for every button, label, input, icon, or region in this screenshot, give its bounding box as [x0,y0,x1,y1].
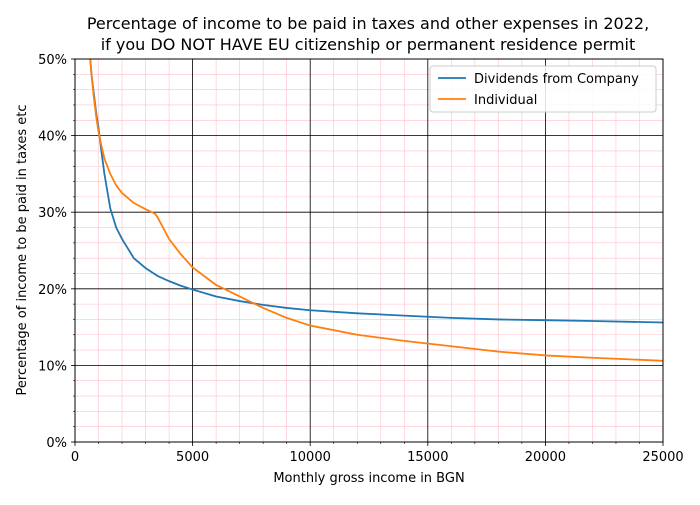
legend-label-dividends: Dividends from Company [474,72,639,87]
axis-ticks: 0 5000 10000 15000 20000 25000 0% 10% 20% 30% 40% 5… [38,53,684,465]
chart-title-line-1: Percentage of income to be paid in taxes… [87,14,649,33]
y-tick-label: 50% [38,53,67,68]
x-tick-label: 0 [71,450,79,465]
legend-label-individual: Individual [474,93,537,108]
plot-frame [74,58,664,443]
minor-grid [74,58,664,443]
legend: Dividends from Company Individual [429,65,657,113]
major-grid [74,58,664,443]
y-tick-label: 40% [38,130,67,145]
y-tick-label: 20% [38,283,67,298]
y-axis-label: Percentage of income to be paid in taxes… [15,105,30,396]
chart-title-line-2: if you DO NOT HAVE EU citizenship or per… [101,35,636,54]
plot-series [89,59,663,362]
y-tick-label: 0% [46,436,67,451]
x-tick-label: 5000 [176,450,209,465]
y-tick-label: 10% [38,359,67,374]
series-line-individual [89,59,663,362]
x-tick-label: 25000 [642,450,683,465]
x-axis-label: Monthly gross income in BGN [273,471,464,486]
x-tick-label: 10000 [290,450,331,465]
legend-box [429,65,657,113]
y-tick-label: 30% [38,206,67,221]
x-tick-label: 15000 [407,450,448,465]
x-tick-label: 20000 [525,450,566,465]
